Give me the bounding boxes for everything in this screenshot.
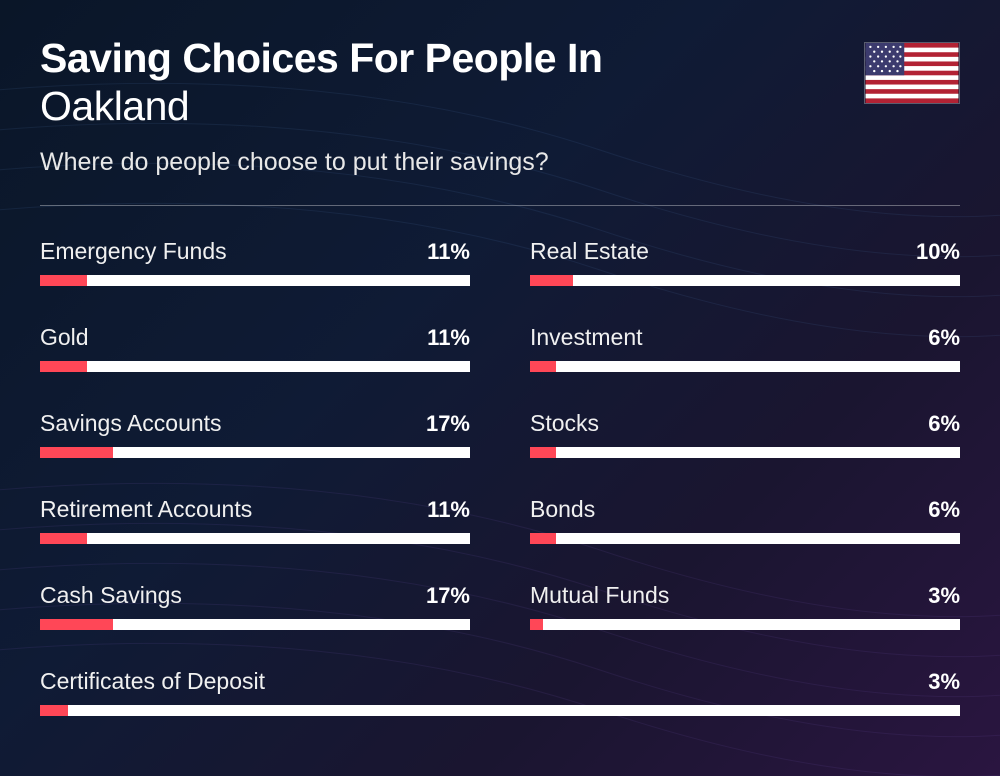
bar-fill xyxy=(40,275,87,286)
bar-label: Investment xyxy=(530,324,643,351)
bar-label: Savings Accounts xyxy=(40,410,222,437)
bar-value: 11% xyxy=(427,497,470,523)
bar-label: Cash Savings xyxy=(40,582,182,609)
bar-value: 6% xyxy=(928,411,960,437)
bar-label: Mutual Funds xyxy=(530,582,669,609)
bar-fill xyxy=(530,619,543,630)
left-column: Emergency Funds 11% Gold 11% Savings Account… xyxy=(40,238,470,630)
bar-item: Retirement Accounts 11% xyxy=(40,496,470,544)
bar-label: Retirement Accounts xyxy=(40,496,252,523)
bar-label: Gold xyxy=(40,324,89,351)
bar-item: Real Estate 10% xyxy=(530,238,960,286)
bar-fill xyxy=(530,275,573,286)
bar-value: 6% xyxy=(928,497,960,523)
bar-fill xyxy=(530,533,556,544)
bar-track xyxy=(530,619,960,630)
bar-item: Emergency Funds 11% xyxy=(40,238,470,286)
bar-value: 10% xyxy=(916,239,960,265)
bar-fill xyxy=(40,447,113,458)
bar-item: Mutual Funds 3% xyxy=(530,582,960,630)
bar-track xyxy=(530,275,960,286)
bar-fill xyxy=(40,533,87,544)
bar-item: Certificates of Deposit 3% xyxy=(40,668,960,716)
bar-header: Certificates of Deposit 3% xyxy=(40,668,960,695)
bar-label: Certificates of Deposit xyxy=(40,668,265,695)
bar-track xyxy=(40,275,470,286)
bar-track xyxy=(40,705,960,716)
bar-fill xyxy=(40,619,113,630)
bar-fill xyxy=(530,447,556,458)
bar-item: Cash Savings 17% xyxy=(40,582,470,630)
bar-track xyxy=(40,361,470,372)
subtitle: Where do people choose to put their savi… xyxy=(40,148,864,177)
bar-header: Gold 11% xyxy=(40,324,470,351)
bar-item: Gold 11% xyxy=(40,324,470,372)
bar-track xyxy=(40,447,470,458)
bar-header: Emergency Funds 11% xyxy=(40,238,470,265)
bar-track xyxy=(40,533,470,544)
bar-value: 11% xyxy=(427,325,470,351)
bar-item: Bonds 6% xyxy=(530,496,960,544)
bar-item: Investment 6% xyxy=(530,324,960,372)
bar-track xyxy=(530,361,960,372)
bar-header: Retirement Accounts 11% xyxy=(40,496,470,523)
bar-header: Savings Accounts 17% xyxy=(40,410,470,437)
bar-value: 6% xyxy=(928,325,960,351)
bar-value: 3% xyxy=(928,583,960,609)
charts-grid: Emergency Funds 11% Gold 11% Savings Account… xyxy=(40,238,960,630)
bar-header: Mutual Funds 3% xyxy=(530,582,960,609)
bar-header: Investment 6% xyxy=(530,324,960,351)
bar-label: Real Estate xyxy=(530,238,649,265)
bar-header: Stocks 6% xyxy=(530,410,960,437)
title-main: Saving Choices For People In xyxy=(40,36,864,81)
bar-value: 17% xyxy=(426,583,470,609)
bar-fill xyxy=(530,361,556,372)
bar-value: 17% xyxy=(426,411,470,437)
bar-label: Bonds xyxy=(530,496,595,523)
bar-header: Real Estate 10% xyxy=(530,238,960,265)
bar-header: Cash Savings 17% xyxy=(40,582,470,609)
divider xyxy=(40,205,960,206)
bar-fill xyxy=(40,361,87,372)
right-column: Real Estate 10% Investment 6% Stocks 6% Bonds 6… xyxy=(530,238,960,630)
bar-label: Emergency Funds xyxy=(40,238,227,265)
bar-track xyxy=(530,447,960,458)
bar-item: Stocks 6% xyxy=(530,410,960,458)
title-city: Oakland xyxy=(40,83,864,130)
bar-track xyxy=(40,619,470,630)
bar-value: 11% xyxy=(427,239,470,265)
full-width-row: Certificates of Deposit 3% xyxy=(40,668,960,716)
title-block: Saving Choices For People In Oakland Whe… xyxy=(40,36,864,177)
bar-header: Bonds 6% xyxy=(530,496,960,523)
usa-flag-icon xyxy=(864,42,960,104)
bar-item: Savings Accounts 17% xyxy=(40,410,470,458)
bar-track xyxy=(530,533,960,544)
bar-fill xyxy=(40,705,68,716)
bar-value: 3% xyxy=(928,669,960,695)
bar-label: Stocks xyxy=(530,410,599,437)
header: Saving Choices For People In Oakland Whe… xyxy=(40,36,960,177)
